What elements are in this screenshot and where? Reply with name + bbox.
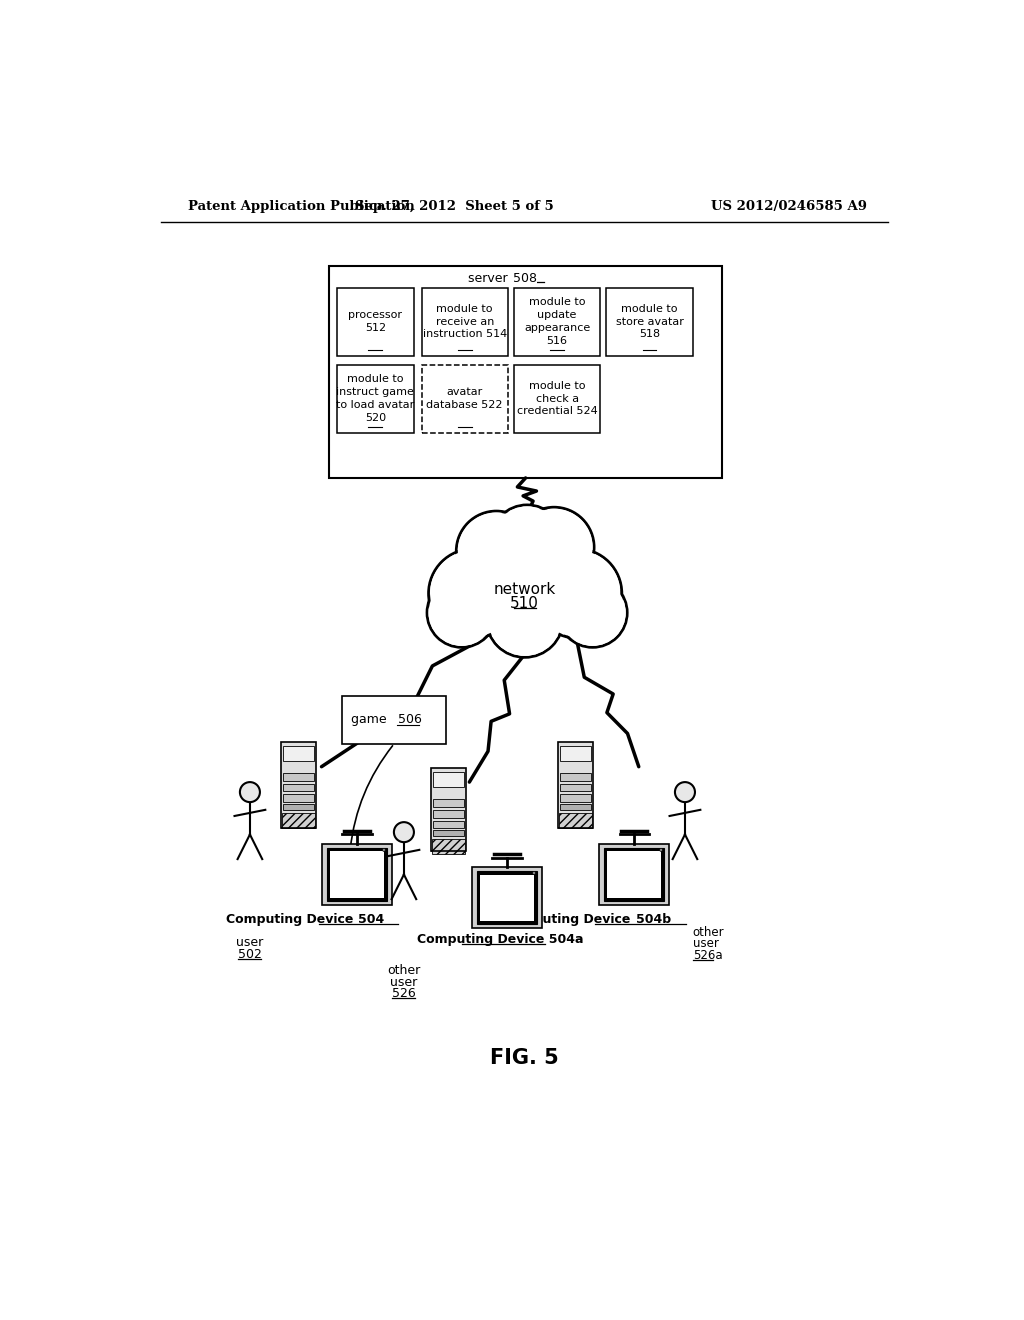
Bar <box>606 288 692 355</box>
Text: module to
update
appearance
516: module to update appearance 516 <box>524 297 590 346</box>
Bar <box>283 784 313 792</box>
Circle shape <box>492 507 562 577</box>
Circle shape <box>458 512 535 590</box>
Text: avatar
database 522: avatar database 522 <box>426 387 503 411</box>
Text: 510: 510 <box>510 595 540 611</box>
Text: Sep. 27, 2012  Sheet 5 of 5: Sep. 27, 2012 Sheet 5 of 5 <box>354 199 553 213</box>
Text: Computing Device: Computing Device <box>503 912 635 925</box>
Bar <box>337 288 414 355</box>
Circle shape <box>558 578 628 647</box>
Bar <box>431 768 466 851</box>
Text: 504b: 504b <box>636 912 671 925</box>
Text: FIG. 5: FIG. 5 <box>490 1048 559 1068</box>
Bar <box>337 364 414 433</box>
Text: 526: 526 <box>392 987 416 1001</box>
Bar <box>480 875 535 921</box>
Text: module to
receive an
instruction 514: module to receive an instruction 514 <box>423 304 507 339</box>
Circle shape <box>659 849 663 851</box>
Bar <box>560 774 591 780</box>
Text: 506: 506 <box>398 713 422 726</box>
Bar <box>472 867 542 928</box>
Text: user: user <box>692 937 719 950</box>
Circle shape <box>532 549 622 638</box>
Circle shape <box>430 550 516 636</box>
Text: user: user <box>237 936 263 949</box>
Bar <box>281 742 316 829</box>
Text: Computing Device: Computing Device <box>226 912 357 925</box>
Circle shape <box>486 581 563 657</box>
Bar <box>433 810 464 817</box>
Text: 526a: 526a <box>692 949 722 962</box>
Bar <box>283 795 313 803</box>
Bar <box>283 804 313 810</box>
Circle shape <box>514 507 594 587</box>
Bar <box>560 746 591 762</box>
Circle shape <box>532 871 536 875</box>
Circle shape <box>490 506 564 579</box>
Bar <box>514 364 600 433</box>
Circle shape <box>427 578 497 647</box>
Text: game: game <box>351 713 390 726</box>
Bar <box>330 267 722 478</box>
Bar <box>283 774 313 780</box>
Circle shape <box>515 508 593 586</box>
Bar <box>477 871 538 924</box>
Circle shape <box>467 528 583 644</box>
Bar <box>558 742 593 829</box>
Circle shape <box>394 822 414 842</box>
Bar <box>433 821 464 829</box>
Text: US 2012/0246585 A9: US 2012/0246585 A9 <box>711 199 867 213</box>
Text: module to
instruct game
to load avatar
520: module to instruct game to load avatar 5… <box>336 375 415 422</box>
Bar <box>559 813 592 829</box>
Text: user: user <box>390 975 418 989</box>
Bar <box>607 851 662 898</box>
Text: Computing Device 504a: Computing Device 504a <box>417 933 584 946</box>
Bar <box>283 746 313 762</box>
Text: other: other <box>692 925 724 939</box>
Text: processor
512: processor 512 <box>348 310 402 333</box>
Circle shape <box>675 781 695 803</box>
Text: module to
check a
credential 524: module to check a credential 524 <box>517 381 598 416</box>
Bar <box>283 813 314 829</box>
Text: server: server <box>468 272 512 285</box>
Circle shape <box>429 549 518 638</box>
Circle shape <box>535 550 621 636</box>
Bar <box>560 804 591 810</box>
Circle shape <box>240 781 260 803</box>
Bar <box>604 849 665 900</box>
Circle shape <box>559 579 626 645</box>
Bar <box>342 696 446 743</box>
Bar <box>599 843 669 906</box>
Circle shape <box>382 849 385 851</box>
Bar <box>422 288 508 355</box>
Bar <box>330 851 384 898</box>
Bar <box>327 849 387 900</box>
Bar <box>433 830 464 836</box>
Circle shape <box>457 511 537 591</box>
Bar <box>514 288 600 355</box>
Circle shape <box>469 529 581 642</box>
Bar <box>432 840 465 854</box>
Text: 504: 504 <box>358 912 385 925</box>
Bar <box>560 795 591 803</box>
Text: 508: 508 <box>513 272 538 285</box>
Text: module to
store avatar
518: module to store avatar 518 <box>615 304 683 339</box>
Text: Patent Application Publication: Patent Application Publication <box>188 199 415 213</box>
Bar <box>323 843 391 906</box>
Text: 502: 502 <box>238 948 262 961</box>
Bar <box>422 364 508 433</box>
Text: network: network <box>494 582 556 597</box>
Bar <box>560 784 591 792</box>
Bar <box>433 799 464 807</box>
Circle shape <box>487 582 562 656</box>
Bar <box>433 772 464 788</box>
Text: other: other <box>387 964 421 977</box>
Circle shape <box>429 579 495 645</box>
